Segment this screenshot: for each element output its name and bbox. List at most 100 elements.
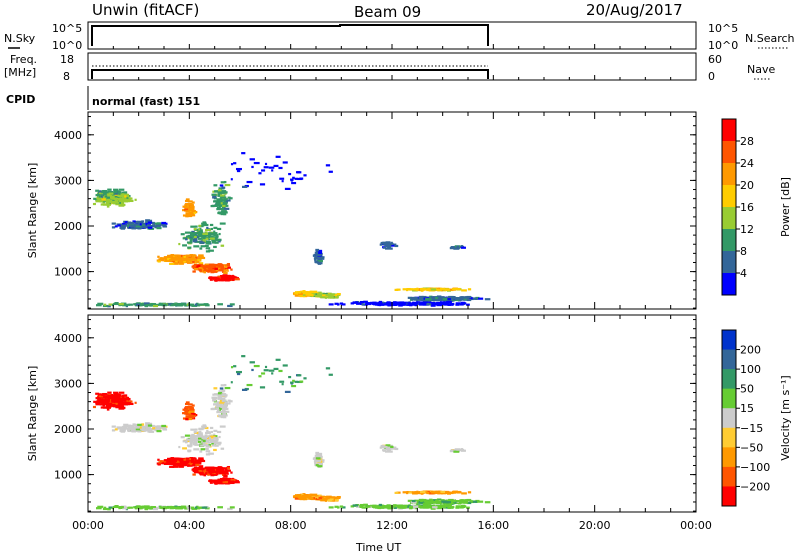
velocity-cell xyxy=(157,459,159,461)
velocity-cell xyxy=(205,432,211,434)
power-cell xyxy=(118,198,123,200)
power-cell xyxy=(112,222,116,224)
velocity-cell xyxy=(185,403,189,405)
power-cell xyxy=(95,200,99,202)
power-cell xyxy=(207,271,209,273)
power-cell xyxy=(198,238,201,240)
power-cell xyxy=(303,174,306,176)
power-cell xyxy=(113,197,117,199)
power-cell xyxy=(379,301,382,303)
beam-title: Beam 09 xyxy=(354,3,421,21)
velocity-cell xyxy=(326,367,330,369)
freq-tick-top: 18 xyxy=(60,53,74,66)
velocity-cell xyxy=(318,497,321,499)
velocity-cell xyxy=(213,449,217,451)
velocity-cell xyxy=(285,391,291,393)
power-cell xyxy=(377,303,379,305)
velocity-cell xyxy=(317,465,322,467)
power-cell xyxy=(95,190,99,192)
power-cell xyxy=(99,195,101,197)
power-cell xyxy=(426,303,431,305)
velocity-cell xyxy=(394,448,398,450)
velocity-cell xyxy=(235,481,240,483)
nsearch-tick-top: 10^5 xyxy=(708,22,738,35)
velocity-cell xyxy=(192,473,195,475)
power-cell xyxy=(185,232,190,234)
y-axis-label: Slant Range [km] xyxy=(26,163,39,259)
power-cell xyxy=(185,215,188,217)
power-cell xyxy=(340,302,343,304)
power-cell xyxy=(199,267,203,269)
power-cell xyxy=(182,244,187,246)
velocity-cell xyxy=(183,506,186,508)
velocity-cell xyxy=(117,405,119,407)
power-cell xyxy=(216,202,222,204)
velocity-cell xyxy=(215,442,220,444)
power-cell xyxy=(181,233,185,235)
velocity-cell xyxy=(177,507,179,509)
colorbar-tick-label: 20 xyxy=(740,179,754,192)
velocity-cell xyxy=(190,463,193,465)
power-cell xyxy=(317,262,322,264)
velocity-cell xyxy=(158,463,161,465)
power-cell xyxy=(461,247,466,249)
velocity-cell xyxy=(258,375,261,377)
power-cell xyxy=(434,303,438,305)
velocity-cell xyxy=(219,411,223,413)
power-panel xyxy=(88,112,696,309)
power-cell xyxy=(242,186,247,188)
velocity-cell xyxy=(353,504,358,506)
y-tick-label: 4000 xyxy=(54,129,82,142)
velocity-cell xyxy=(276,359,281,361)
velocity-cell xyxy=(269,370,275,372)
power-cell xyxy=(326,294,330,296)
power-cell xyxy=(283,161,288,163)
velocity-cell xyxy=(230,506,235,508)
power-cell xyxy=(226,275,230,277)
velocity-cell xyxy=(210,427,213,429)
power-cell xyxy=(440,288,445,290)
power-cell xyxy=(213,246,217,248)
velocity-cell xyxy=(178,446,180,448)
y-tick-label: 2000 xyxy=(54,423,82,436)
power-cell xyxy=(182,209,184,211)
velocity-cell xyxy=(291,385,296,387)
power-cell xyxy=(213,264,217,266)
power-cell xyxy=(451,246,453,248)
power-cell xyxy=(153,305,158,307)
x-tick-label: 00:00 xyxy=(72,519,104,532)
velocity-cell xyxy=(409,491,412,493)
velocity-cell xyxy=(220,387,224,389)
velocity-cell xyxy=(223,416,226,418)
power-cell xyxy=(195,261,199,263)
power-cell xyxy=(271,169,273,171)
power-cell xyxy=(224,200,226,202)
power-cell xyxy=(308,294,313,296)
velocity-cell xyxy=(295,381,298,383)
power-cell xyxy=(193,245,199,247)
colorbar-swatch xyxy=(722,229,736,252)
power-cell xyxy=(107,197,110,199)
velocity-cell xyxy=(315,452,319,454)
power-cell xyxy=(386,244,391,246)
velocity-cell xyxy=(201,448,206,450)
power-cell xyxy=(221,276,224,278)
power-cell xyxy=(148,221,152,223)
velocity-cell xyxy=(318,455,322,457)
velocity-cell xyxy=(449,506,454,508)
velocity-cell xyxy=(437,492,440,494)
power-cell xyxy=(208,242,210,244)
velocity-cell xyxy=(173,462,176,464)
velocity-cell xyxy=(473,501,477,503)
power-cell xyxy=(372,303,377,305)
power-cell xyxy=(165,260,168,262)
velocity-cell xyxy=(220,400,222,402)
velocity-cell xyxy=(384,506,389,508)
power-cell xyxy=(189,212,193,214)
velocity-cell xyxy=(230,481,234,483)
velocity-cell xyxy=(171,507,175,509)
velocity-cell xyxy=(260,386,265,388)
velocity-cell xyxy=(117,398,119,400)
power-cell xyxy=(177,304,179,306)
power-cell xyxy=(107,189,111,191)
